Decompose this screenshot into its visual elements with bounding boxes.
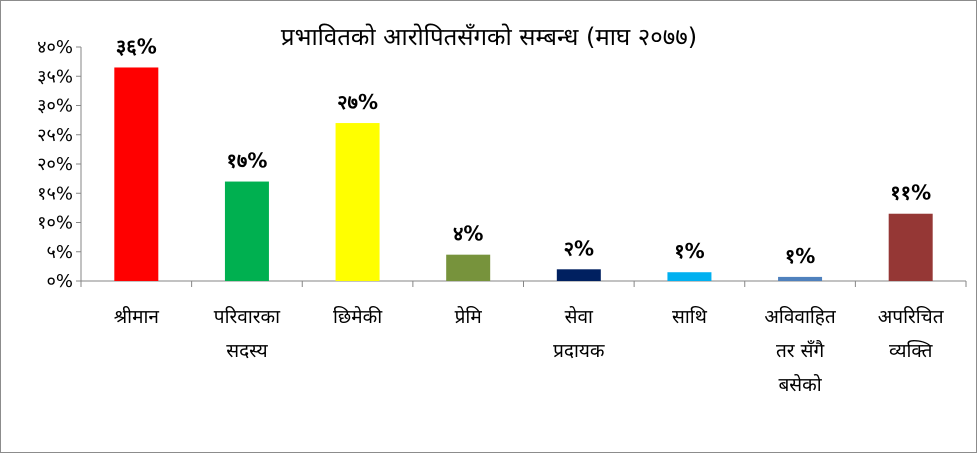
bar xyxy=(114,67,159,281)
data-label: १% xyxy=(674,239,704,263)
category-label: सेवा xyxy=(565,305,594,328)
category-labels-group: श्रीमान परिवारका सदस्य छिमेकी प्रेमि सेवा प्रद… xyxy=(114,305,945,396)
category-label: अपरिचित xyxy=(878,305,945,328)
category-label: प्रेमि xyxy=(455,305,483,328)
chart-title: प्रभावितको आरोपितसँगको सम्बन्ध (माघ २०७७… xyxy=(281,23,697,51)
bar xyxy=(667,272,712,281)
data-label: १७% xyxy=(227,149,268,173)
category-label: साथि xyxy=(672,305,708,328)
category-label: परिवारका xyxy=(214,305,281,328)
x-axis-ticks xyxy=(80,281,967,287)
category-label: अविवाहित xyxy=(764,305,836,328)
y-tick-label: ३०% xyxy=(37,96,73,117)
data-label: ११% xyxy=(890,181,931,205)
data-label: ३६% xyxy=(116,34,157,58)
y-tick-label: १५% xyxy=(37,183,73,204)
y-tick-label: ३५% xyxy=(37,66,73,87)
category-label: बसेको xyxy=(778,373,822,396)
bar xyxy=(556,269,601,281)
bar xyxy=(335,123,380,281)
y-axis-ticks: ०% ५% १०% १५% २०% २५% ३०% ३५% ४०% xyxy=(37,37,81,292)
data-label: २% xyxy=(564,236,594,260)
y-tick-label: २५% xyxy=(37,125,73,146)
bars-group xyxy=(114,67,933,281)
y-tick-label: २०% xyxy=(37,154,73,175)
category-label: छिमेकी xyxy=(333,305,383,328)
category-label: सदस्य xyxy=(226,340,268,362)
y-tick-label: ४०% xyxy=(37,37,73,58)
data-label: १% xyxy=(785,244,815,268)
y-tick-label: १०% xyxy=(37,213,73,234)
bar xyxy=(778,276,823,281)
bar xyxy=(224,181,269,281)
y-tick-label: ०% xyxy=(47,271,73,292)
category-label: प्रदायक xyxy=(553,340,605,362)
bar xyxy=(888,213,933,281)
category-label: श्रीमान xyxy=(114,305,160,328)
data-label: २७% xyxy=(337,90,378,114)
bar xyxy=(446,254,491,281)
y-tick-label: ५% xyxy=(47,242,73,263)
category-label: तर सँगै xyxy=(776,339,824,362)
data-labels-group: ३६% १७% २७% ४% २% १% १% ११% xyxy=(116,34,931,267)
category-label: व्यक्ति xyxy=(889,339,934,362)
data-label: ४% xyxy=(453,222,483,246)
